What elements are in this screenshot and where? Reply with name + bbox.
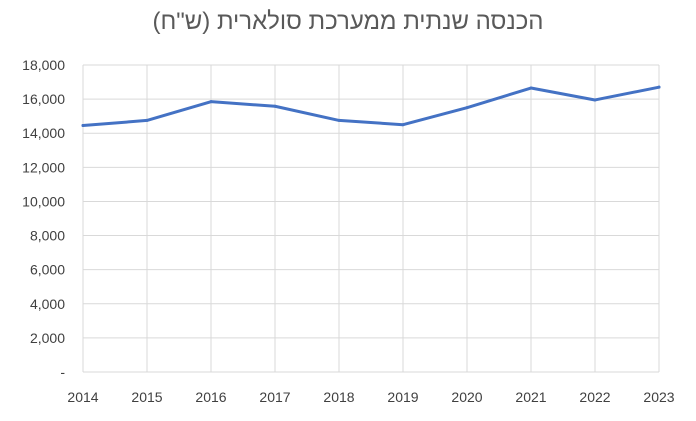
x-tick-label: 2019 (387, 389, 418, 405)
y-axis-ticks: - 2,000 4,000 6,000 8,000 10,000 12,000 14,000 1… (22, 57, 65, 380)
y-tick-label: 18,000 (22, 57, 65, 73)
series-line (81, 85, 661, 128)
data-point (145, 118, 149, 122)
data-point (337, 118, 341, 122)
data-point (81, 124, 85, 128)
data-point (529, 86, 533, 90)
y-tick-label: 14,000 (22, 125, 65, 141)
y-tick-label: 8,000 (30, 228, 65, 244)
y-tick-label: 12,000 (22, 159, 65, 175)
data-point (657, 85, 661, 89)
series-layer (81, 85, 661, 128)
x-tick-label: 2023 (643, 389, 674, 405)
data-point (401, 123, 405, 127)
x-tick-label: 2017 (259, 389, 290, 405)
data-point (465, 106, 469, 110)
x-tick-label: 2020 (451, 389, 482, 405)
data-point (273, 104, 277, 108)
x-tick-label: 2022 (579, 389, 610, 405)
data-point (593, 98, 597, 102)
data-point (209, 100, 213, 104)
x-tick-label: 2021 (515, 389, 546, 405)
y-tick-label: - (60, 364, 65, 380)
chart-title: הכנסה שנתית ממערכת סולארית (ש"ח) (152, 8, 544, 35)
y-tick-label: 4,000 (30, 296, 65, 312)
y-tick-label: 10,000 (22, 193, 65, 209)
x-tick-label: 2014 (67, 389, 98, 405)
grid-lines (82, 64, 660, 373)
y-tick-label: 6,000 (30, 262, 65, 278)
x-tick-label: 2015 (131, 389, 162, 405)
x-axis-ticks: 2014 2015 2016 2017 2018 2019 2020 2021 2022 2023 (67, 389, 674, 405)
y-tick-label: 16,000 (22, 91, 65, 107)
x-tick-label: 2016 (195, 389, 226, 405)
y-tick-label: 2,000 (30, 330, 65, 346)
x-tick-label: 2018 (323, 389, 354, 405)
